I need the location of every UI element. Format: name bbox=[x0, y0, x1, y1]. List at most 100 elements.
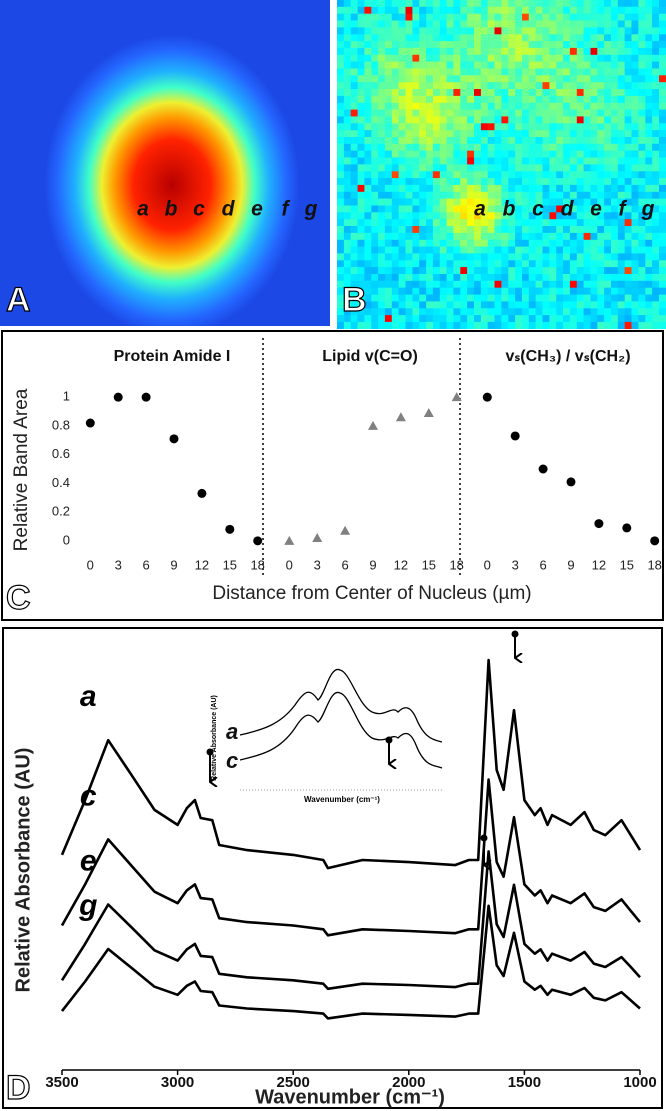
pixel bbox=[631, 198, 639, 206]
pixel bbox=[576, 47, 584, 56]
pixel bbox=[432, 157, 441, 165]
pixel bbox=[631, 260, 639, 268]
pixel bbox=[446, 171, 454, 179]
pixel bbox=[522, 308, 530, 316]
pixel bbox=[337, 68, 345, 76]
pixel bbox=[604, 82, 612, 90]
pixel bbox=[426, 157, 434, 165]
pixel bbox=[494, 137, 502, 145]
pixel bbox=[535, 109, 543, 117]
pixel bbox=[426, 260, 434, 268]
pixel bbox=[563, 143, 571, 151]
pixel bbox=[501, 6, 509, 14]
pixel bbox=[474, 321, 482, 330]
pixel bbox=[638, 123, 646, 131]
pixel bbox=[439, 47, 447, 56]
pixel bbox=[405, 54, 413, 62]
pixel bbox=[563, 260, 571, 268]
pixel bbox=[426, 61, 434, 69]
pixel bbox=[480, 294, 489, 302]
pixel bbox=[337, 164, 345, 172]
pixel bbox=[371, 130, 379, 138]
pixel bbox=[604, 102, 612, 110]
pixel bbox=[371, 239, 379, 247]
pixel bbox=[474, 253, 482, 261]
pixel bbox=[652, 260, 660, 268]
pixel bbox=[432, 198, 441, 206]
pixel bbox=[569, 274, 578, 282]
pixel bbox=[453, 178, 461, 186]
x-axis-label: Wavenumber (cm⁻¹) bbox=[255, 1086, 445, 1108]
pixel bbox=[645, 89, 653, 97]
pixel bbox=[432, 61, 441, 69]
pixel bbox=[357, 294, 365, 302]
pixel bbox=[364, 321, 372, 330]
pixel bbox=[535, 246, 543, 254]
pixel bbox=[432, 184, 441, 193]
pixel bbox=[645, 178, 653, 186]
pixel bbox=[528, 239, 536, 247]
pixel bbox=[501, 301, 509, 309]
pixel bbox=[446, 150, 454, 158]
pixel bbox=[638, 260, 646, 268]
pixel bbox=[357, 157, 365, 165]
pixel bbox=[426, 253, 434, 261]
pixel bbox=[487, 102, 495, 110]
pixel bbox=[378, 0, 386, 8]
pixel bbox=[569, 315, 578, 323]
pixel bbox=[439, 212, 447, 220]
pixel bbox=[337, 226, 345, 234]
pixel bbox=[645, 239, 653, 247]
pixel bbox=[535, 232, 543, 241]
pixel bbox=[453, 253, 461, 261]
pixel bbox=[453, 130, 461, 138]
pixel bbox=[542, 321, 550, 330]
pixel bbox=[494, 123, 502, 131]
pixel bbox=[439, 171, 447, 179]
pixel bbox=[652, 54, 660, 62]
pixel bbox=[378, 123, 386, 131]
pixel bbox=[453, 95, 461, 104]
pixel bbox=[508, 54, 516, 62]
pixel bbox=[604, 246, 612, 254]
pixel bbox=[494, 150, 502, 158]
pixel bbox=[563, 47, 571, 56]
pixel bbox=[583, 34, 591, 42]
pixel bbox=[480, 198, 489, 206]
pixel bbox=[426, 301, 434, 309]
pixel bbox=[508, 205, 516, 213]
pixel bbox=[405, 274, 413, 282]
pixel bbox=[412, 301, 420, 309]
pixel bbox=[515, 239, 523, 247]
pixel bbox=[460, 123, 468, 131]
pixel bbox=[474, 75, 482, 83]
pixel bbox=[611, 171, 619, 179]
pixel bbox=[652, 123, 660, 131]
pixel bbox=[487, 41, 495, 49]
pixel bbox=[617, 95, 625, 104]
pixel bbox=[645, 116, 653, 124]
pixel bbox=[576, 116, 584, 124]
pixel bbox=[378, 164, 386, 172]
pixel bbox=[522, 301, 530, 309]
pixel bbox=[378, 6, 386, 14]
pixel bbox=[528, 143, 536, 151]
pixel bbox=[474, 274, 482, 282]
pixel bbox=[542, 308, 550, 316]
pixel bbox=[590, 20, 598, 28]
pixel bbox=[446, 6, 454, 14]
pixel bbox=[412, 116, 420, 124]
pixel bbox=[494, 75, 502, 83]
pixel bbox=[645, 267, 653, 275]
pixel bbox=[405, 130, 413, 138]
pixel bbox=[371, 54, 379, 62]
pixel bbox=[597, 212, 605, 220]
pixel bbox=[549, 171, 557, 179]
pixel bbox=[446, 315, 454, 323]
pixel bbox=[460, 75, 468, 83]
pixel bbox=[645, 212, 653, 220]
pixel bbox=[474, 232, 482, 241]
pixel bbox=[412, 232, 420, 241]
pixel bbox=[563, 246, 571, 254]
pixel bbox=[590, 54, 598, 62]
